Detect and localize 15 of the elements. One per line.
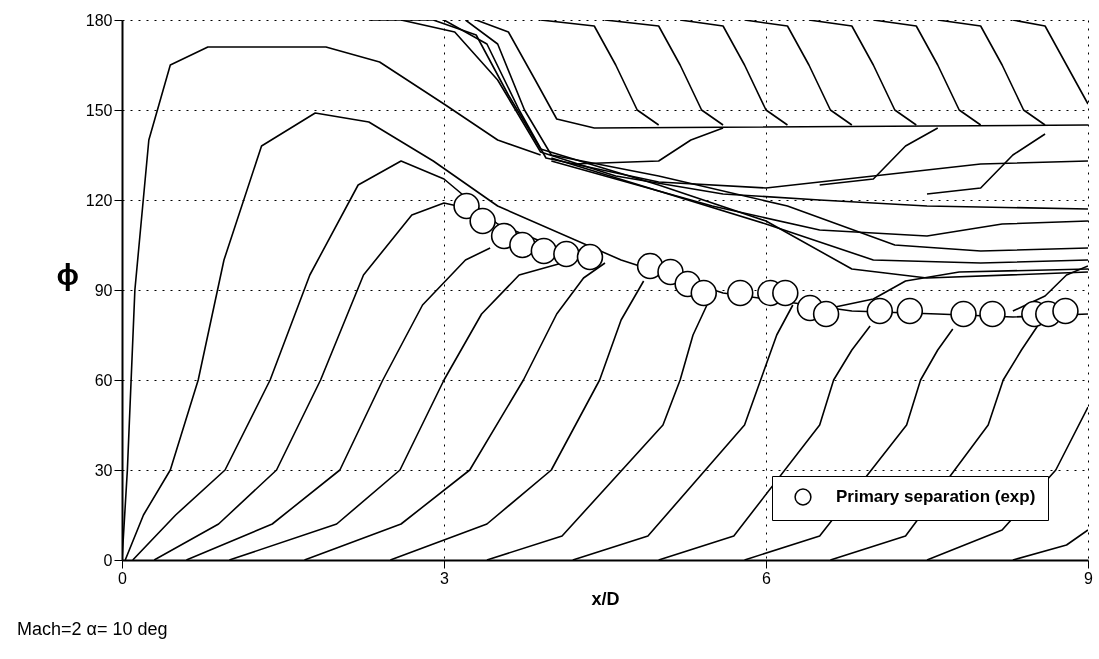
x-tick-label: 9 bbox=[1084, 569, 1094, 587]
y-tick-label: 150 bbox=[85, 101, 113, 119]
legend-label: Primary separation (exp) bbox=[836, 487, 1036, 506]
text: Mach=2 α= 10 deg bbox=[17, 619, 168, 639]
y-tick-label: 30 bbox=[94, 461, 113, 479]
y-tick-label: 60 bbox=[94, 371, 113, 389]
y-axis-title: ϕ bbox=[56, 257, 80, 291]
y-tick-label: 0 bbox=[103, 551, 113, 569]
x-tick-label: 0 bbox=[118, 569, 128, 587]
y-tick-label: 180 bbox=[85, 11, 113, 29]
x-tick-label: 3 bbox=[440, 569, 450, 587]
y-tick-label: 90 bbox=[94, 281, 113, 299]
x-axis-title: x/D bbox=[591, 588, 620, 609]
x-tick-label: 6 bbox=[762, 569, 772, 587]
y-tick-label: 120 bbox=[85, 191, 113, 209]
